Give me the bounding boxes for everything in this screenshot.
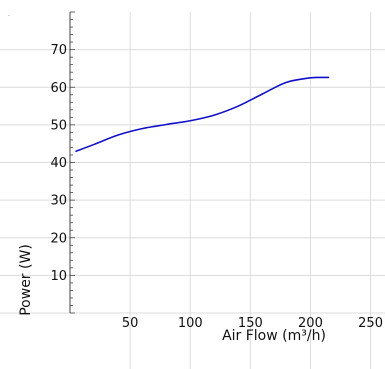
y-tick-label: 30	[50, 194, 67, 209]
x-tick-label: 50	[122, 316, 139, 331]
x-axis-title: Air Flow (m³/h)	[222, 328, 326, 344]
y-axis-title: Power (W)	[18, 244, 34, 316]
tick-labels: 10 20 30 40 50 60 70 50 100 150 200 250	[50, 43, 383, 331]
y-tick-label: 50	[50, 118, 67, 133]
y-tick-label: 20	[50, 231, 67, 246]
series-line	[75, 76, 330, 153]
axes	[69, 11, 75, 314]
y-tick-label: 70	[50, 43, 67, 58]
corner-mark: .	[8, 11, 10, 18]
y-tick-label: 40	[50, 156, 67, 171]
y-tick-label: 10	[50, 269, 67, 284]
y-tick-label: 60	[50, 81, 67, 96]
x-tick-label: 150	[238, 316, 263, 331]
grid-lines	[0, 12, 385, 369]
x-tick-label: 200	[298, 316, 323, 331]
series-layer	[75, 76, 330, 153]
x-tick-label: 100	[178, 316, 203, 331]
x-tick-label: 250	[358, 316, 383, 331]
